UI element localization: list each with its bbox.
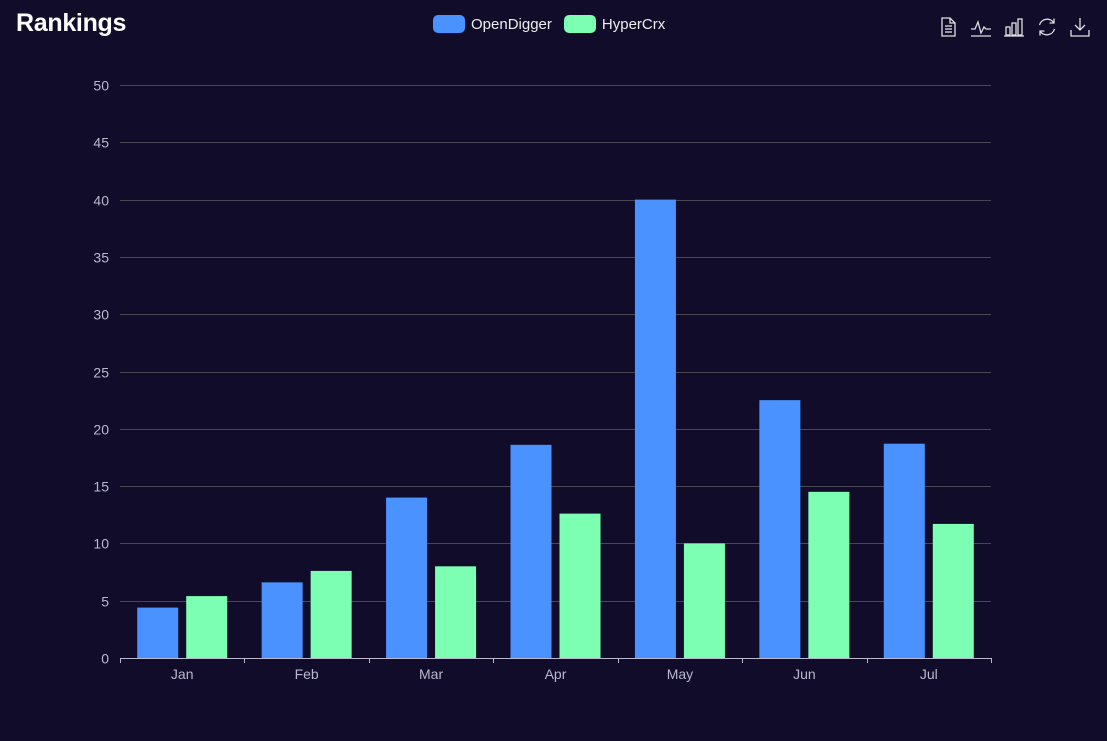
toolbox xyxy=(937,16,1102,38)
x-tick-label: Feb xyxy=(295,666,319,682)
line-chart-icon[interactable] xyxy=(970,16,992,38)
bar-hypercrx-may xyxy=(683,543,725,658)
x-tick-label: Jun xyxy=(793,666,816,682)
bar-hypercrx-mar xyxy=(435,566,477,658)
bar-opendigger-feb xyxy=(261,582,303,658)
y-tick-label: 0 xyxy=(101,651,109,667)
y-tick-label: 45 xyxy=(93,135,109,151)
y-tick-label: 20 xyxy=(93,422,109,438)
x-tick-label: Jul xyxy=(920,666,938,682)
x-tick-label: Apr xyxy=(545,666,567,682)
bar-hypercrx-jun xyxy=(808,491,850,658)
y-tick-label: 10 xyxy=(93,536,109,552)
y-tick-label: 15 xyxy=(93,479,109,495)
bar-opendigger-apr xyxy=(510,444,552,658)
legend-item-hypercrx[interactable]: HyperCrx xyxy=(563,15,666,33)
x-tick-label: Mar xyxy=(419,666,443,682)
bar-hypercrx-feb xyxy=(310,570,352,658)
download-icon[interactable] xyxy=(1069,16,1091,38)
bar-hypercrx-jul xyxy=(932,523,974,658)
restore-icon[interactable] xyxy=(1036,16,1058,38)
bar-opendigger-jun xyxy=(759,400,801,658)
y-tick-label: 50 xyxy=(93,78,109,94)
y-tick-label: 35 xyxy=(93,250,109,266)
y-tick-label: 40 xyxy=(93,193,109,209)
legend: OpenDigger HyperCrx xyxy=(433,15,677,33)
bar-opendigger-may xyxy=(634,199,676,658)
y-tick-label: 25 xyxy=(93,365,109,381)
y-tick-label: 30 xyxy=(93,307,109,323)
x-tick-label: Jan xyxy=(171,666,194,682)
y-tick-label: 5 xyxy=(101,594,109,610)
bar-opendigger-jan xyxy=(137,607,179,658)
legend-label-opendigger: OpenDigger xyxy=(471,15,552,33)
legend-swatch-opendigger xyxy=(433,15,465,33)
legend-label-hypercrx: HyperCrx xyxy=(601,15,666,33)
x-tick-label: May xyxy=(667,666,693,682)
bar-hypercrx-apr xyxy=(559,513,601,658)
bar-chart-icon[interactable] xyxy=(1003,16,1025,38)
data-view-icon[interactable] xyxy=(937,16,959,38)
bar-opendigger-mar xyxy=(386,497,428,658)
legend-item-opendigger[interactable]: OpenDigger xyxy=(433,15,552,33)
bar-opendigger-jul xyxy=(883,443,925,658)
bar-hypercrx-jan xyxy=(186,596,228,658)
legend-swatch-hypercrx xyxy=(563,15,596,33)
chart-title: Rankings xyxy=(16,9,127,37)
